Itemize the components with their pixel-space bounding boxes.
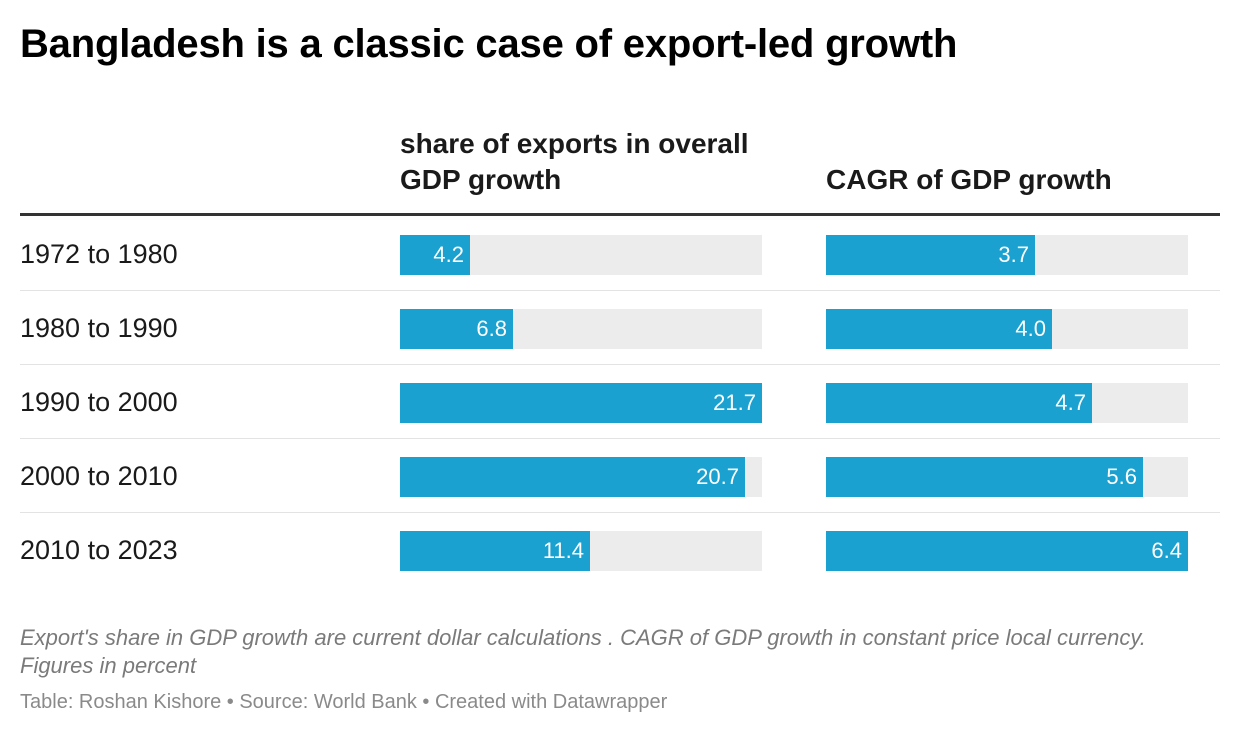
bar-value-label: 20.7 xyxy=(696,464,739,489)
bar-value-label: 21.7 xyxy=(713,390,756,415)
gdp-cagr-bar: 5.6 xyxy=(826,457,1143,497)
export-share-bar-track: 21.7 xyxy=(400,383,762,423)
gdp-cagr-bar: 4.7 xyxy=(826,383,1092,423)
gdp-cagr-bar: 4.0 xyxy=(826,309,1052,349)
header-rule xyxy=(20,213,1220,216)
bar-value-label: 4.0 xyxy=(1015,316,1046,341)
export-share-bar-track: 4.2 xyxy=(400,235,762,275)
row-label: 1990 to 2000 xyxy=(20,387,178,417)
column-header-gdp-cagr: CAGR of GDP growth xyxy=(826,164,1112,195)
bar-value-label: 11.4 xyxy=(542,538,584,563)
table-row: 2010 to 2023 11.4 6.4 xyxy=(20,513,1220,587)
gdp-cagr-bar-track: 4.7 xyxy=(826,383,1188,423)
table-row: 1990 to 2000 21.7 4.7 xyxy=(20,365,1220,439)
table-row: 1980 to 1990 6.8 4.0 xyxy=(20,291,1220,365)
gdp-cagr-bar: 3.7 xyxy=(826,235,1035,275)
chart-notes: Export's share in GDP growth are current… xyxy=(20,625,1146,678)
gdp-cagr-bar-track: 6.4 xyxy=(826,531,1188,571)
export-share-bar-track: 6.8 xyxy=(400,309,762,349)
export-share-bar-track: 20.7 xyxy=(400,457,762,497)
chart-title: Bangladesh is a classic case of export-l… xyxy=(20,22,958,66)
export-share-bar: 20.7 xyxy=(400,457,745,497)
bar-value-label: 6.8 xyxy=(476,316,507,341)
gdp-cagr-bar: 6.4 xyxy=(826,531,1188,571)
gdp-cagr-bar-track: 5.6 xyxy=(826,457,1188,497)
export-share-bar-track: 11.4 xyxy=(400,531,762,571)
gdp-cagr-bar-track: 4.0 xyxy=(826,309,1188,349)
row-label: 1972 to 1980 xyxy=(20,239,178,269)
bar-value-label: 4.7 xyxy=(1055,390,1086,415)
row-label: 2000 to 2010 xyxy=(20,461,178,491)
row-label: 1980 to 1990 xyxy=(20,313,178,343)
table-row: 1972 to 1980 4.2 3.7 xyxy=(20,217,1220,291)
bar-value-label: 5.6 xyxy=(1106,464,1137,489)
bar-value-label: 6.4 xyxy=(1151,538,1182,563)
bar-value-label: 3.7 xyxy=(998,242,1029,267)
table-row: 2000 to 2010 20.7 5.6 xyxy=(20,439,1220,513)
export-share-bar: 4.2 xyxy=(400,235,470,275)
gdp-cagr-bar-track: 3.7 xyxy=(826,235,1188,275)
chart-footer: Table: Roshan Kishore • Source: World Ba… xyxy=(20,691,668,713)
export-share-bar: 11.4 xyxy=(400,531,590,571)
export-share-bar: 6.8 xyxy=(400,309,513,349)
export-share-bar: 21.7 xyxy=(400,383,762,423)
row-label: 2010 to 2023 xyxy=(20,535,178,565)
column-header-export-share: share of exports in overall GDP growth xyxy=(400,128,749,195)
bar-value-label: 4.2 xyxy=(433,242,464,267)
